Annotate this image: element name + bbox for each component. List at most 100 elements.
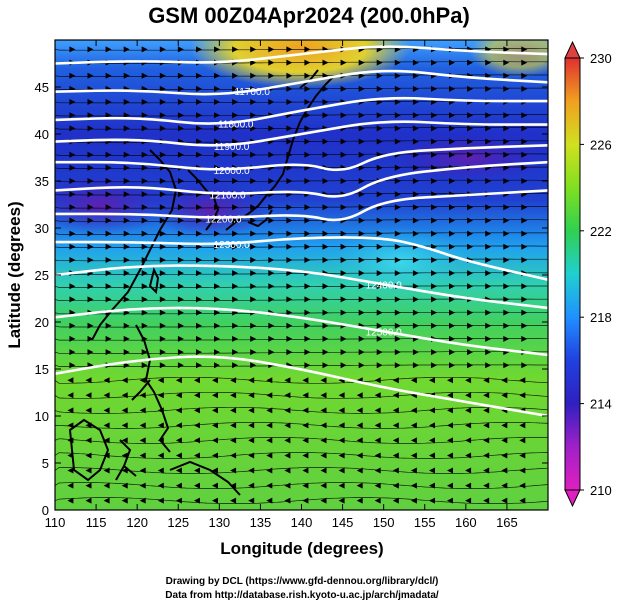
streamline	[55, 179, 548, 183]
wind-arrow	[501, 497, 508, 504]
wind-arrow	[340, 270, 347, 277]
wind-arrow	[214, 362, 220, 369]
wind-arrow	[392, 377, 399, 384]
wind-arrow	[286, 204, 293, 211]
wind-arrow	[214, 72, 220, 79]
wind-arrow	[69, 230, 76, 237]
wind-arrow	[196, 85, 202, 92]
streamline	[55, 153, 548, 156]
wind-arrow	[175, 497, 182, 504]
wind-arrow	[196, 335, 202, 342]
wind-arrow	[175, 392, 182, 399]
wind-arrow	[232, 283, 239, 290]
y-tick-label: 0	[42, 503, 49, 518]
wind-arrow	[449, 59, 455, 66]
x-tick-label: 110	[45, 515, 66, 530]
wind-arrow	[177, 125, 184, 132]
wind-arrow	[358, 85, 365, 92]
wind-arrow	[248, 377, 255, 384]
wind-arrow	[304, 322, 311, 329]
wind-arrow	[302, 392, 309, 399]
wind-arrow	[376, 283, 383, 290]
wind-arrow	[232, 257, 239, 263]
wind-arrow	[266, 377, 273, 384]
streamline	[55, 114, 548, 117]
wind-arrow	[69, 309, 76, 316]
credit-line-data: Data from http://database.rish.kyoto-u.a…	[165, 590, 439, 601]
wind-arrow	[141, 230, 148, 237]
wind-arrow	[521, 243, 528, 250]
wind-arrow	[159, 309, 166, 316]
wind-arrow	[250, 243, 257, 250]
wind-arrow	[322, 204, 329, 211]
wind-arrow	[338, 437, 345, 444]
wind-arrow	[250, 125, 257, 132]
wind-arrow	[467, 217, 474, 224]
wind-arrow	[320, 392, 327, 399]
wind-arrow	[232, 270, 239, 277]
wind-arrow	[157, 497, 164, 504]
wind-arrow	[485, 178, 492, 184]
wind-arrow	[503, 125, 510, 132]
wind-arrow	[230, 422, 237, 429]
wind-arrow	[320, 377, 327, 384]
contour-line	[55, 45, 548, 65]
taiwan-coastline	[148, 267, 160, 295]
wind-arrow	[485, 335, 492, 342]
wind-arrow	[376, 99, 383, 105]
wind-arrow	[392, 407, 399, 414]
wind-arrow	[465, 407, 472, 414]
wind-arrow	[85, 377, 92, 384]
wind-arrow	[85, 407, 92, 414]
wind-arrow	[449, 85, 455, 92]
wind-arrow	[141, 178, 148, 184]
wind-arrow	[123, 46, 130, 53]
wind-arrow	[123, 349, 130, 356]
wind-arrow	[447, 422, 453, 429]
wind-arrow	[141, 164, 148, 171]
wind-arrow	[121, 392, 128, 399]
wind-arrow	[105, 349, 112, 356]
wind-arrow	[250, 349, 257, 356]
wind-arrow	[358, 243, 365, 250]
wind-arrow	[194, 377, 200, 384]
wind-arrow	[485, 125, 492, 132]
wind-arrow	[123, 283, 130, 290]
wind-arrow	[123, 217, 130, 224]
wind-arrow	[521, 85, 528, 92]
wind-arrow	[139, 422, 146, 429]
wind-arrow	[123, 204, 130, 211]
wind-arrow	[449, 335, 455, 342]
wind-arrow	[85, 482, 92, 489]
wind-arrow	[394, 322, 401, 329]
wind-arrow	[412, 217, 419, 224]
wind-arrow	[485, 151, 492, 158]
wind-arrow	[485, 243, 492, 250]
wind-arrow	[322, 178, 329, 184]
wind-arrow	[503, 164, 510, 171]
wind-arrow	[358, 164, 365, 171]
wind-arrow	[177, 99, 184, 105]
wind-arrow	[483, 377, 490, 384]
wind-arrow	[177, 349, 184, 356]
wind-arrow	[286, 72, 293, 79]
wind-arrow	[159, 217, 166, 224]
wind-arrow	[212, 422, 218, 429]
wind-arrow	[85, 497, 92, 504]
korea-coastline	[187, 169, 220, 231]
wind-arrow	[394, 112, 401, 119]
wind-arrow	[394, 362, 401, 369]
wind-arrow	[194, 497, 200, 504]
wind-arrow	[449, 138, 455, 145]
wind-arrow	[304, 362, 311, 369]
wind-arrow	[467, 85, 474, 92]
wind-arrow	[268, 204, 275, 211]
contour-label: 12300.0	[214, 240, 251, 251]
wind-arrow	[503, 257, 510, 263]
wind-arrow	[123, 99, 130, 105]
wind-arrow	[485, 362, 492, 369]
contour-line	[55, 143, 548, 172]
wind-arrow	[103, 437, 110, 444]
wind-arrow	[177, 362, 184, 369]
wind-arrow	[320, 452, 327, 459]
